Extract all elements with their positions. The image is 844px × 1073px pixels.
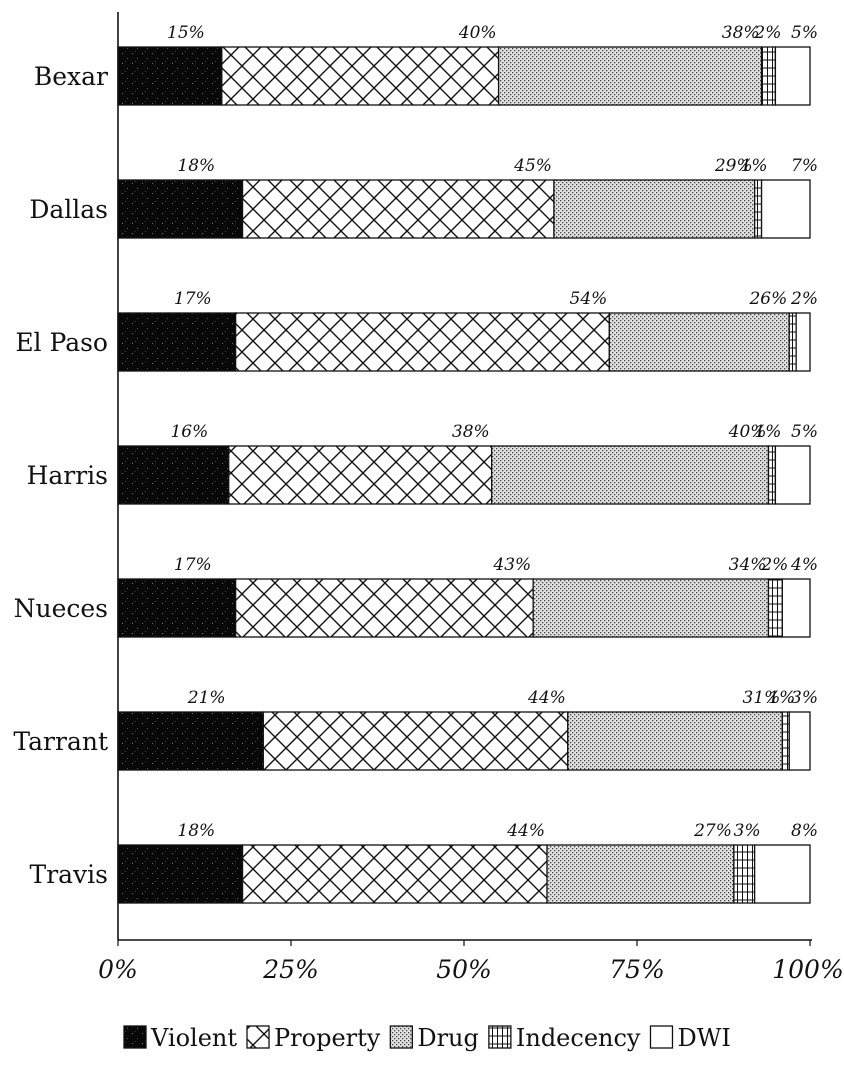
x-tick-label: 75% — [609, 955, 665, 984]
bar-segment-drug — [608, 312, 790, 372]
bar-segment-drug — [567, 711, 783, 771]
data-label: 21% — [187, 688, 226, 708]
x-tick-label: 25% — [262, 955, 319, 984]
data-label: 38% — [452, 422, 490, 442]
x-tick-label: 100% — [772, 955, 843, 984]
category-label: Travis — [30, 860, 108, 889]
data-label: 2% — [760, 555, 788, 575]
data-label: 18% — [177, 821, 215, 841]
category-label: Nueces — [14, 594, 108, 623]
bar-segment-drug — [491, 445, 770, 505]
bar-segment-indecency — [767, 578, 783, 638]
data-label: 2% — [790, 289, 818, 309]
data-label: 40% — [458, 23, 497, 43]
bar-segment-indecency — [788, 312, 797, 372]
data-label: 43% — [492, 555, 531, 575]
data-label: 5% — [791, 422, 818, 442]
data-label: 29% — [714, 156, 753, 176]
data-label: 45% — [513, 156, 552, 176]
data-label: 44% — [506, 821, 545, 841]
data-label: 31% — [743, 688, 781, 708]
legend-swatch-violent — [123, 1025, 147, 1049]
bar-segment-dwi — [781, 578, 811, 638]
data-label: 15% — [167, 23, 205, 43]
bar-segment-dwi — [774, 445, 811, 505]
bar-segment-violent — [117, 578, 237, 638]
legend-swatch-property — [246, 1025, 270, 1049]
data-label: 26% — [748, 289, 787, 309]
bar-segment-indecency — [753, 179, 763, 239]
data-label: 44% — [527, 688, 566, 708]
data-label: 1% — [741, 156, 768, 176]
bar-segment-drug — [497, 46, 763, 106]
bar-segment-property — [262, 711, 569, 771]
bar-segment-violent — [117, 711, 264, 771]
bar-segment-indecency — [781, 711, 790, 771]
bar-segment-property — [234, 312, 610, 372]
bar-segment-dwi — [795, 312, 811, 372]
category-label: Bexar — [34, 62, 108, 91]
legend: Violent Property Drug Indecency DWI — [123, 1024, 731, 1052]
bar-segment-indecency — [767, 445, 777, 505]
legend-label: Violent — [150, 1024, 237, 1052]
bar-segment-dwi — [774, 46, 811, 106]
legend-swatch-dwi — [649, 1025, 674, 1049]
data-label: 1% — [754, 422, 781, 442]
bar-segment-violent — [117, 46, 223, 106]
bar-segment-drug — [532, 578, 770, 638]
legend-swatch-indecency — [488, 1025, 512, 1049]
x-tick-label: 50% — [436, 955, 492, 984]
data-label: 3% — [734, 821, 761, 841]
data-label: 40% — [728, 422, 767, 442]
data-label: 16% — [170, 422, 208, 442]
bar-segment-property — [234, 578, 534, 638]
legend-label: Indecency — [516, 1024, 641, 1052]
legend-label: Property — [274, 1024, 381, 1052]
bar-segment-indecency — [760, 46, 777, 106]
bar-segment-dwi — [760, 179, 811, 239]
data-label: 18% — [177, 156, 215, 176]
data-label: 17% — [174, 289, 212, 309]
data-label: 5% — [791, 23, 818, 43]
category-label: El Paso — [15, 328, 108, 357]
category-label: Tarrant — [13, 727, 108, 756]
data-label: 4% — [790, 555, 818, 575]
data-label: 1% — [768, 688, 795, 708]
legend-label: Drug — [417, 1024, 479, 1052]
bar-segment-property — [241, 844, 548, 904]
data-label: 27% — [693, 821, 732, 841]
bar-segment-dwi — [788, 711, 811, 771]
data-label: 34% — [729, 555, 767, 575]
bar-segment-property — [228, 445, 493, 505]
bar-segment-violent — [117, 312, 237, 372]
x-tick-label: 0% — [98, 955, 138, 984]
data-label: 17% — [174, 555, 212, 575]
bar-segment-violent — [117, 179, 244, 239]
bar-segment-indecency — [733, 844, 756, 904]
data-label: 54% — [570, 289, 608, 309]
legend-label: DWI — [677, 1024, 730, 1052]
bar-segment-drug — [553, 179, 756, 239]
bar-segment-violent — [117, 844, 244, 904]
bar-segment-drug — [546, 844, 735, 904]
bar-segment-violent — [117, 445, 230, 505]
data-label: 8% — [791, 821, 818, 841]
data-label: 3% — [791, 688, 818, 708]
data-label: 2% — [753, 23, 781, 43]
bar-segment-property — [241, 179, 555, 239]
data-label: 7% — [791, 156, 818, 176]
legend-swatch-drug — [389, 1025, 413, 1049]
bar-segment-dwi — [753, 844, 811, 904]
category-label: Dallas — [29, 195, 108, 224]
data-label: 38% — [722, 23, 760, 43]
category-label: Harris — [27, 461, 108, 490]
bar-segment-property — [221, 46, 500, 106]
